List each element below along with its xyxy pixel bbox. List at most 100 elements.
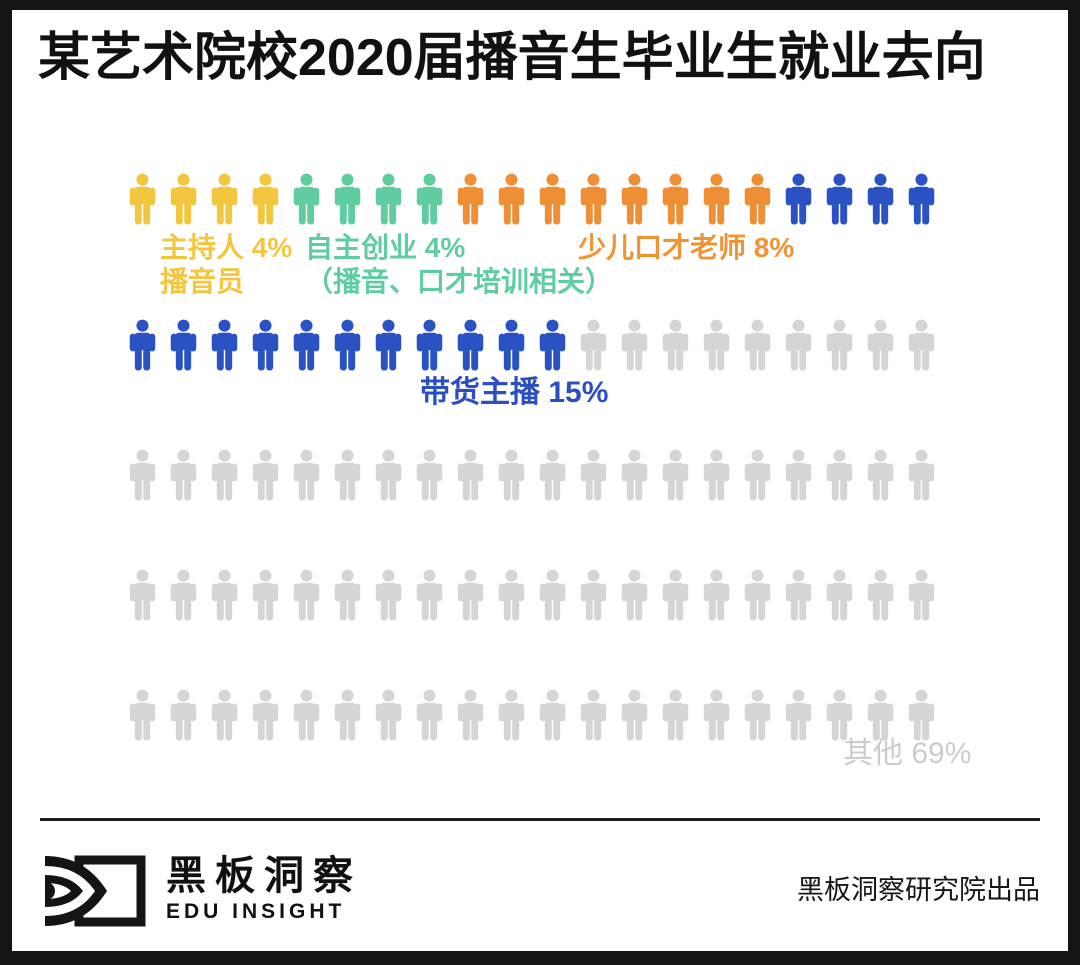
person-icon — [578, 318, 609, 372]
category-label-livestream-seller: 带货主播 15% — [420, 376, 608, 410]
brand-name-en: EDU INSIGHT — [166, 900, 346, 923]
person-icon — [701, 172, 732, 226]
person-icon — [906, 568, 937, 622]
person-icon — [578, 688, 609, 742]
category-label-children-speech-teacher: 少儿口才老师 8% — [578, 231, 794, 265]
person-icon — [537, 448, 568, 502]
category-label-line: 主持人 4% — [160, 232, 293, 263]
person-icon — [414, 172, 445, 226]
person-icon — [373, 448, 404, 502]
person-icon — [250, 448, 281, 502]
person-icon — [291, 568, 322, 622]
person-icon — [701, 568, 732, 622]
person-icon — [127, 448, 158, 502]
category-label-line: 其他 69% — [843, 737, 972, 770]
person-icon — [824, 448, 855, 502]
person-icon — [168, 318, 199, 372]
footer-divider — [40, 818, 1040, 821]
person-icon — [291, 172, 322, 226]
category-label-line: 少儿口才老师 8% — [578, 232, 795, 263]
person-icon — [291, 448, 322, 502]
person-icon — [373, 568, 404, 622]
person-icon — [660, 172, 691, 226]
person-icon — [291, 318, 322, 372]
person-icon — [701, 318, 732, 372]
person-icon — [332, 568, 363, 622]
person-icon — [332, 318, 363, 372]
pictogram-row — [127, 448, 937, 502]
pictogram-row — [127, 568, 937, 622]
person-icon — [414, 688, 445, 742]
person-icon — [127, 568, 158, 622]
person-icon — [865, 688, 896, 742]
person-icon — [250, 172, 281, 226]
person-icon — [537, 172, 568, 226]
person-icon — [660, 568, 691, 622]
person-icon — [209, 688, 240, 742]
person-icon — [168, 172, 199, 226]
person-icon — [209, 172, 240, 226]
person-icon — [127, 172, 158, 226]
category-label-other: 其他 69% — [843, 737, 971, 771]
person-icon — [865, 568, 896, 622]
person-icon — [742, 448, 773, 502]
person-icon — [660, 448, 691, 502]
person-icon — [209, 318, 240, 372]
person-icon — [414, 318, 445, 372]
person-icon — [209, 448, 240, 502]
category-label-line: 自主创业 4% — [305, 232, 466, 263]
person-icon — [783, 448, 814, 502]
brand-name-cn: 黑板洞察 — [166, 854, 362, 898]
person-icon — [332, 688, 363, 742]
person-icon — [455, 688, 486, 742]
person-icon — [824, 172, 855, 226]
person-icon — [824, 568, 855, 622]
person-icon — [742, 318, 773, 372]
person-icon — [127, 688, 158, 742]
person-icon — [701, 448, 732, 502]
person-icon — [865, 172, 896, 226]
pictogram-row — [127, 688, 937, 742]
person-icon — [578, 568, 609, 622]
edu-insight-logo-eye-icon — [45, 855, 146, 927]
person-icon — [455, 172, 486, 226]
chart-title: 某艺术院校2020届播音生毕业生就业去向 — [38, 29, 986, 87]
person-icon — [496, 688, 527, 742]
category-label-line: 播音员 — [160, 266, 245, 297]
person-icon — [906, 688, 937, 742]
credit-text: 黑板洞察研究院出品 — [797, 875, 1040, 905]
category-label-line: （播音、口才培训相关） — [305, 266, 614, 297]
person-icon — [537, 688, 568, 742]
person-icon — [250, 568, 281, 622]
person-icon — [455, 318, 486, 372]
person-icon — [660, 688, 691, 742]
person-icon — [537, 568, 568, 622]
person-icon — [783, 688, 814, 742]
person-icon — [660, 318, 691, 372]
brand-block: 黑板洞察 EDU INSIGHT — [166, 853, 362, 925]
person-icon — [332, 448, 363, 502]
person-icon — [209, 568, 240, 622]
person-icon — [168, 568, 199, 622]
person-icon — [824, 318, 855, 372]
person-icon — [496, 568, 527, 622]
person-icon — [250, 688, 281, 742]
person-icon — [619, 318, 650, 372]
person-icon — [619, 688, 650, 742]
person-icon — [783, 568, 814, 622]
person-icon — [906, 172, 937, 226]
pictogram-row — [127, 318, 937, 372]
person-icon — [168, 448, 199, 502]
person-icon — [619, 448, 650, 502]
person-icon — [332, 172, 363, 226]
person-icon — [783, 172, 814, 226]
person-icon — [414, 448, 445, 502]
person-icon — [824, 688, 855, 742]
person-icon — [701, 688, 732, 742]
person-icon — [373, 172, 404, 226]
person-icon — [496, 172, 527, 226]
person-icon — [455, 568, 486, 622]
person-icon — [906, 448, 937, 502]
person-icon — [496, 318, 527, 372]
person-icon — [578, 172, 609, 226]
